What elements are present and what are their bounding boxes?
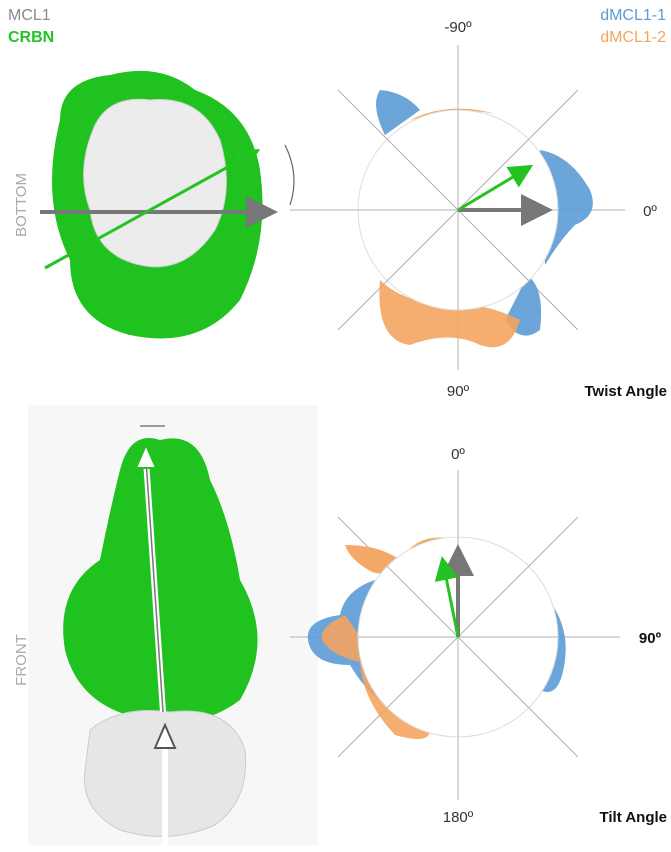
polar-plot-twist bbox=[290, 45, 625, 370]
view-label: BOTTOM bbox=[13, 173, 30, 237]
legend-series2: dMCL1-2 bbox=[600, 29, 666, 46]
angle-label-top: -90º bbox=[444, 19, 472, 36]
figure: MCL1 CRBN dMCL1-1 dMCL1-2 BOTTOM -90º 0º… bbox=[0, 0, 671, 852]
view-label: FRONT bbox=[13, 634, 30, 686]
angle-label-right: 90º bbox=[639, 630, 662, 647]
angle-label-top: 0º bbox=[451, 446, 465, 463]
legend-series1: dMCL1-1 bbox=[600, 7, 666, 24]
legend-crbn: CRBN bbox=[8, 29, 54, 46]
polar-plot-tilt bbox=[290, 470, 620, 800]
angle-label-right: 0º bbox=[643, 203, 657, 220]
legend-mcl1: MCL1 bbox=[8, 7, 51, 24]
protein-bottom-view bbox=[40, 71, 294, 339]
angle-label-bottom: 90º bbox=[447, 383, 470, 400]
axis-title: Twist Angle bbox=[585, 383, 668, 400]
angle-label-bottom: 180º bbox=[443, 809, 474, 826]
axis-title: Tilt Angle bbox=[600, 809, 668, 826]
protein-front-view bbox=[28, 405, 318, 845]
